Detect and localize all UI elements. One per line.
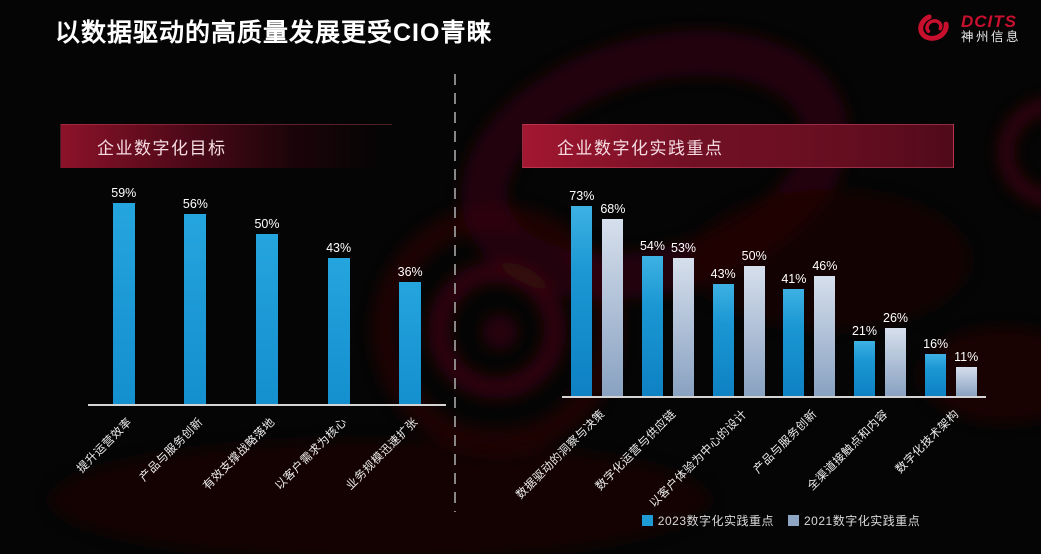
bar bbox=[955, 367, 977, 396]
bar-column: 46% bbox=[812, 259, 837, 396]
bar-value-label: 59% bbox=[111, 186, 137, 200]
bar-group: 41% 46% bbox=[774, 259, 845, 396]
legend-label: 2021数字化实践重点 bbox=[804, 514, 921, 528]
practice-chart-title-banner: 企业数字化实践重点 bbox=[522, 124, 954, 168]
bar-column: 41% bbox=[781, 272, 806, 396]
legend-swatch bbox=[788, 515, 799, 526]
bar-value-label: 11% bbox=[954, 350, 979, 364]
bar-column: 16% bbox=[923, 337, 948, 396]
bar-column: 56% bbox=[183, 197, 208, 404]
bar-value-label: 50% bbox=[741, 249, 767, 263]
logo-brand: DCITS bbox=[960, 11, 1017, 31]
bar-value-label: 54% bbox=[639, 239, 665, 253]
bar-value-label: 73% bbox=[569, 189, 595, 203]
legend-item: 2021数字化实践重点 bbox=[788, 512, 920, 529]
bar-column: 53% bbox=[671, 241, 696, 396]
legend-label: 2023数字化实践重点 bbox=[657, 514, 774, 528]
bar-value-label: 43% bbox=[326, 241, 352, 255]
bar-column: 11% bbox=[954, 350, 978, 396]
bar-value-label: 41% bbox=[781, 272, 807, 286]
bar bbox=[112, 203, 135, 404]
chart-legend: 2023数字化实践重点 2021数字化实践重点 bbox=[562, 512, 1000, 529]
dcits-logo: DCITS 神州信息 bbox=[914, 11, 1021, 47]
bar bbox=[571, 206, 593, 396]
bar-value-label: 46% bbox=[812, 259, 838, 273]
bar bbox=[255, 234, 278, 404]
bar-value-label: 50% bbox=[254, 217, 280, 231]
bar-group: 43% 50% bbox=[703, 249, 774, 396]
bar bbox=[712, 284, 734, 396]
practice-bar-chart: 73% 68% 54% 53% 43% 50% 41% 46% 21% 26% 16% 11% 数据驱动… bbox=[515, 186, 986, 510]
bar bbox=[602, 219, 624, 396]
category-label: 提升运营效率 bbox=[75, 416, 135, 476]
category-label: 数据驱动的洞察与决策 bbox=[514, 408, 608, 502]
bar-value-label: 53% bbox=[671, 241, 697, 255]
bar-group: 21% 26% bbox=[845, 311, 916, 396]
bar bbox=[327, 258, 350, 404]
panel-divider bbox=[454, 74, 456, 512]
legend-item: 2023数字化实践重点 bbox=[641, 512, 774, 529]
bar-value-label: 36% bbox=[397, 265, 423, 279]
bar-column: 36% bbox=[398, 265, 423, 404]
bar-group: 43% bbox=[303, 241, 375, 404]
bar-value-label: 16% bbox=[923, 337, 949, 351]
bar-column: 73% bbox=[569, 189, 594, 396]
bar-group: 16% 11% bbox=[915, 337, 986, 396]
bar bbox=[641, 256, 663, 396]
practice-chart-title: 企业数字化实践重点 bbox=[557, 138, 724, 158]
bar-value-label: 26% bbox=[883, 311, 909, 325]
bar-column: 68% bbox=[600, 202, 625, 396]
goals-bar-chart: 59% 56% 50% 43% 36% 提升运营效率 产品与服务创新 有效支撑战略落地 以客户需… bbox=[75, 182, 446, 514]
bar-group: 73% 68% bbox=[562, 189, 633, 396]
header: 以数据驱动的高质量发展更受CIO青睐 DCITS 神州信息 bbox=[0, 0, 1041, 70]
page-title: 以数据驱动的高质量发展更受CIO青睐 bbox=[55, 19, 493, 47]
bar bbox=[925, 354, 947, 396]
logo-company-name: 神州信息 bbox=[960, 30, 1021, 45]
bar-group: 59% bbox=[88, 186, 160, 404]
bar bbox=[885, 328, 907, 396]
bar bbox=[814, 276, 836, 396]
bar-column: 54% bbox=[640, 239, 665, 396]
goals-chart-title: 企业数字化目标 bbox=[97, 139, 227, 158]
bar-value-label: 43% bbox=[710, 267, 736, 281]
bar-column: 59% bbox=[111, 186, 136, 404]
bar-group: 56% bbox=[160, 197, 232, 404]
bar-group: 36% bbox=[374, 265, 446, 404]
bar-column: 50% bbox=[742, 249, 767, 396]
bar-column: 26% bbox=[883, 311, 908, 396]
bar bbox=[673, 258, 695, 396]
bar bbox=[184, 214, 207, 404]
bar-column: 43% bbox=[326, 241, 351, 404]
bar-column: 21% bbox=[852, 324, 877, 396]
bar-group: 50% bbox=[231, 217, 303, 404]
bar bbox=[399, 282, 422, 404]
bar-column: 43% bbox=[711, 267, 736, 396]
bar-value-label: 21% bbox=[851, 324, 878, 338]
bar-value-label: 68% bbox=[600, 202, 626, 216]
bar-column: 50% bbox=[254, 217, 280, 404]
legend-swatch bbox=[641, 515, 653, 526]
bar bbox=[783, 289, 805, 396]
practice-panel: 企业数字化实践重点 73% 68% 54% 53% 43% 50% 41% 46% 21% 26%… bbox=[515, 124, 1000, 529]
logo-text: DCITS 神州信息 bbox=[960, 11, 1021, 45]
bar-group: 54% 53% bbox=[633, 239, 704, 396]
bar bbox=[743, 266, 765, 396]
bar bbox=[854, 341, 875, 396]
goals-chart-title-banner: 企业数字化目标 bbox=[60, 124, 392, 168]
bar-value-label: 56% bbox=[182, 197, 208, 211]
goals-panel: 企业数字化目标 59% 56% 50% 43% 36% 提升运营效率 产品与服务创新 有效支撑… bbox=[60, 124, 446, 514]
dcits-swirl-icon bbox=[914, 11, 954, 47]
